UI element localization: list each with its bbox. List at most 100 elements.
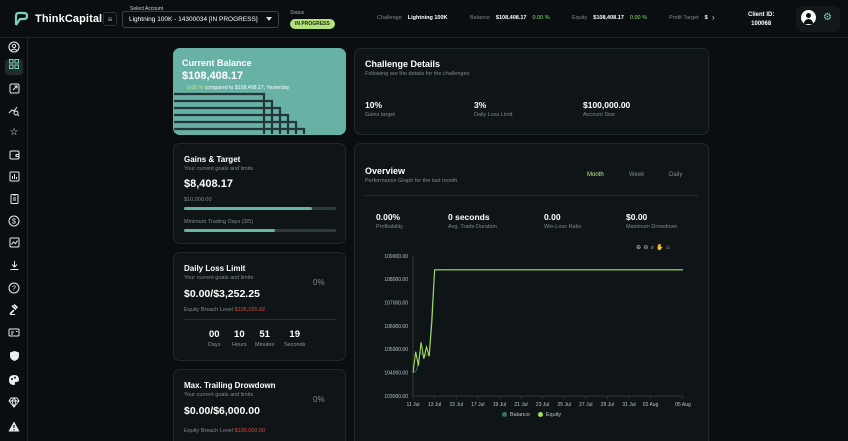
gains-target-amount: $10,000.00 xyxy=(184,197,212,203)
star-icon[interactable]: ☆ xyxy=(9,127,19,138)
x-tick-label: 23 Jul xyxy=(536,402,549,408)
pan-hand-icon[interactable]: ✋ xyxy=(656,245,667,251)
status-label: Status xyxy=(290,10,305,16)
daily-loss-value: $0.00/$3,252.25 xyxy=(184,288,260,300)
legend-equity-swatch xyxy=(537,412,543,418)
x-tick-label: 19 Jul xyxy=(493,402,506,408)
countdown-hours: 10 Hours xyxy=(232,329,247,348)
trailing-title: Max. Trailing Drowdown xyxy=(184,381,276,390)
balance-pct: 0.00 % xyxy=(532,15,550,21)
balance-card-pattern xyxy=(174,92,306,134)
avatar[interactable] xyxy=(801,10,816,25)
account-size-label: Account Size xyxy=(583,112,616,118)
trading-days-bar xyxy=(184,229,336,232)
challenge-details-subtitle: Following are the details for the challe… xyxy=(365,71,470,77)
tab-daily[interactable]: Daily xyxy=(669,172,683,178)
legend-balance[interactable]: Balance xyxy=(502,412,530,418)
overview-subtitle: Performance Graph for the last month xyxy=(365,178,458,184)
logo[interactable]: ThinkCapital xyxy=(12,10,102,28)
countdown-days: 00 Days xyxy=(208,329,221,348)
equity-label: Equity xyxy=(572,15,588,21)
download-icon[interactable] xyxy=(8,260,20,272)
current-balance-title: Current Balance xyxy=(182,58,252,68)
account-size-item: $100,000.00 Account Size xyxy=(583,100,630,118)
home-icon[interactable]: ⌂ xyxy=(666,245,673,251)
daily-loss-label: Daily Loss Limit xyxy=(474,112,513,118)
client-id-label: Client ID: xyxy=(748,12,775,18)
trading-days-label: Minimum Trading Days (3/5) xyxy=(184,219,254,225)
daily-loss-breach-label: Equity Breach Level xyxy=(184,307,233,313)
balance-label: Balance xyxy=(470,15,490,21)
daily-loss-value: 3% xyxy=(474,100,487,110)
countdown-minutes: 51 Minutes xyxy=(255,329,274,348)
id-card-icon[interactable] xyxy=(8,327,20,339)
gains-target-value: 10% xyxy=(365,100,383,110)
palette-icon[interactable] xyxy=(8,374,20,386)
gains-subtitle: Your current goals and limits xyxy=(184,166,254,172)
legend-balance-label: Balance xyxy=(510,412,530,418)
tab-week[interactable]: Week xyxy=(629,172,645,178)
current-balance-value: $108,408.17 xyxy=(182,70,244,82)
x-tick-label: 27 Jul xyxy=(579,402,592,408)
user-icon[interactable] xyxy=(8,41,20,53)
shield-icon[interactable] xyxy=(8,350,20,362)
gear-icon[interactable]: ⚙ xyxy=(823,12,832,23)
diamond-icon[interactable] xyxy=(8,397,20,409)
report-icon[interactable] xyxy=(8,171,20,183)
x-tick-label: 21 Jul xyxy=(514,402,527,408)
overview-title: Overview xyxy=(365,166,406,176)
wallet-icon[interactable] xyxy=(8,149,20,161)
gains-target-card: Gains & Target Your current goals and li… xyxy=(173,143,346,244)
trailing-drawdown-card: Max. Trailing Drowdown Your current goal… xyxy=(173,369,346,441)
help-icon[interactable]: ? xyxy=(8,282,20,294)
clipboard-icon[interactable] xyxy=(8,193,20,205)
warning-icon[interactable] xyxy=(8,421,20,433)
divider xyxy=(184,319,336,320)
current-balance-compare-text: compared to $108,408.17, Yesterday xyxy=(204,85,290,91)
menu-toggle-icon[interactable]: ≡ xyxy=(103,12,117,26)
chart-icon[interactable] xyxy=(8,237,20,249)
tab-month[interactable]: Month xyxy=(587,172,604,178)
legend-equity[interactable]: Equity xyxy=(537,412,561,418)
x-tick-label: 05 Aug xyxy=(675,402,691,408)
zoom-out-icon[interactable]: ⊖ xyxy=(643,245,651,251)
balance-value: $108,408.17 xyxy=(495,15,527,21)
analytics-icon[interactable] xyxy=(8,105,20,117)
daily-loss-breach-value: $105,155.92 xyxy=(234,307,266,313)
countdown-seconds-label: Seconds xyxy=(284,342,306,348)
top-bar: ThinkCapital ≡ Select Account Lightning … xyxy=(0,0,848,38)
gains-title: Gains & Target xyxy=(184,155,241,164)
dollar-icon[interactable]: $ xyxy=(8,215,20,227)
x-tick-label: 15 Jul xyxy=(450,402,463,408)
chevron-right-icon[interactable]: › xyxy=(712,13,715,22)
max-drawdown-metric: $0.00 Maximum Drowdown xyxy=(626,212,677,230)
magnifier-icon[interactable]: ⌕ xyxy=(650,245,657,251)
y-tick-label: 104000.00 xyxy=(384,370,408,376)
gains-target-item: 10% Gains target xyxy=(365,100,395,118)
trailing-value: $0.00/$6,000.00 xyxy=(184,405,260,417)
account-select[interactable]: Lightning 100K - 14300034 [IN PROGRESS] xyxy=(122,11,279,28)
win-loss-label: Win-Loss Ratio xyxy=(544,224,582,230)
gavel-icon[interactable] xyxy=(8,303,20,316)
daily-loss-item: 3% Daily Loss Limit xyxy=(474,100,513,118)
profitability-label: Profitability xyxy=(376,224,403,230)
zoom-in-icon[interactable]: ⊕ xyxy=(636,245,644,251)
chart-toolbar: ⊕⊖⌕✋⌂ xyxy=(636,244,672,252)
max-drawdown-value: $0.00 xyxy=(626,212,648,222)
overview-chart: 103000.00 104000.00 105000.00 106000.00 1070… xyxy=(384,254,691,408)
external-link-icon[interactable] xyxy=(8,83,20,95)
x-tick-label: 29 Jul xyxy=(601,402,614,408)
client-id: Client ID: 100068 xyxy=(748,11,774,29)
challenge-value: Lightning 100K xyxy=(407,15,448,21)
profit-stat: Profit Target $ xyxy=(669,15,708,21)
dashboard-icon[interactable] xyxy=(5,59,23,75)
equity-stat: Equity $108,408.17 0.00 % xyxy=(572,15,647,21)
challenge-details-title: Challenge Details xyxy=(365,59,441,69)
daily-loss-breach: Equity Breach Level $105,155.92 xyxy=(184,307,265,313)
gains-target-label: Gains target xyxy=(365,112,395,118)
countdown-hours-label: Hours xyxy=(232,342,247,348)
current-balance-pct: 0.00 % xyxy=(187,85,204,91)
x-tick-label: 11 Jul xyxy=(407,402,420,408)
daily-loss-title: Daily Loss Limit xyxy=(184,264,246,273)
